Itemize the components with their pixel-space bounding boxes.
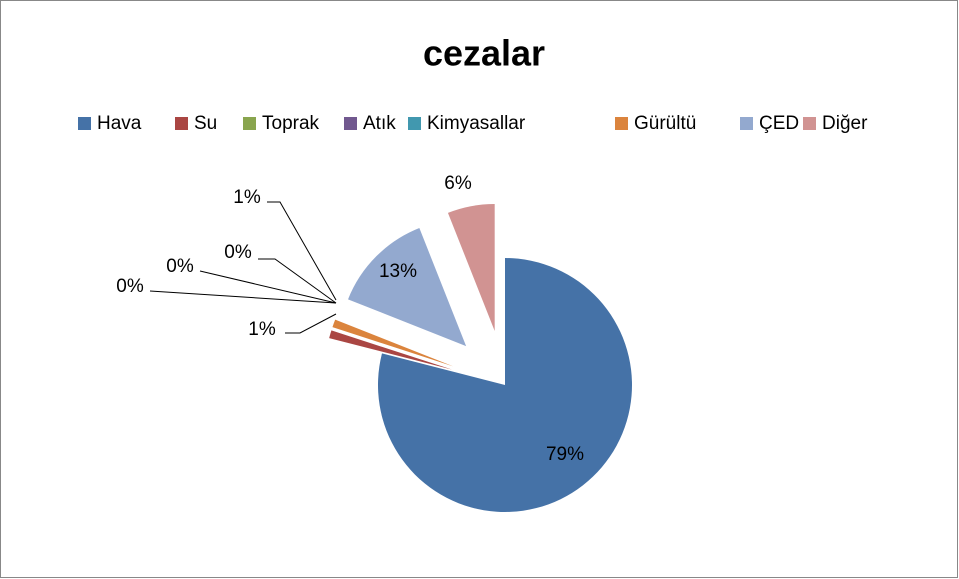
legend-swatch [78,117,91,130]
data-label: 1% [233,187,261,208]
legend-swatch [408,117,421,130]
pie-slice [329,330,453,370]
legend-label: Diğer [822,113,868,134]
pie-slice [447,203,495,331]
legend-label: Kimyasallar [427,113,526,134]
leader-line [258,258,337,304]
legend-swatch [740,117,753,130]
legend-label: Hava [97,113,142,134]
legend-label: Atık [363,113,396,134]
legend-swatch [615,117,628,130]
data-label: 0% [116,276,144,297]
legend-label: Su [194,113,217,134]
data-label: 79% [546,444,584,465]
legend-swatch [243,117,256,130]
legend-label: ÇED [759,113,799,134]
data-label: 0% [224,242,252,263]
data-label: 13% [379,261,417,282]
legend-swatch [344,117,357,130]
data-label: 0% [166,256,194,277]
legend-swatch [175,117,188,130]
leader-line [199,270,337,304]
legend-label: Gürültü [634,113,696,134]
pie-slice [348,228,467,347]
legend-label: Toprak [262,113,320,134]
leader-line [285,313,337,334]
leader-line [267,201,337,301]
pie-slice [332,319,454,367]
legend-swatch [803,117,816,130]
pie-slice [377,258,632,513]
data-label: 1% [248,319,276,340]
chart-title: cezalar [423,33,545,74]
leader-line [149,290,337,304]
data-label: 6% [444,173,472,194]
